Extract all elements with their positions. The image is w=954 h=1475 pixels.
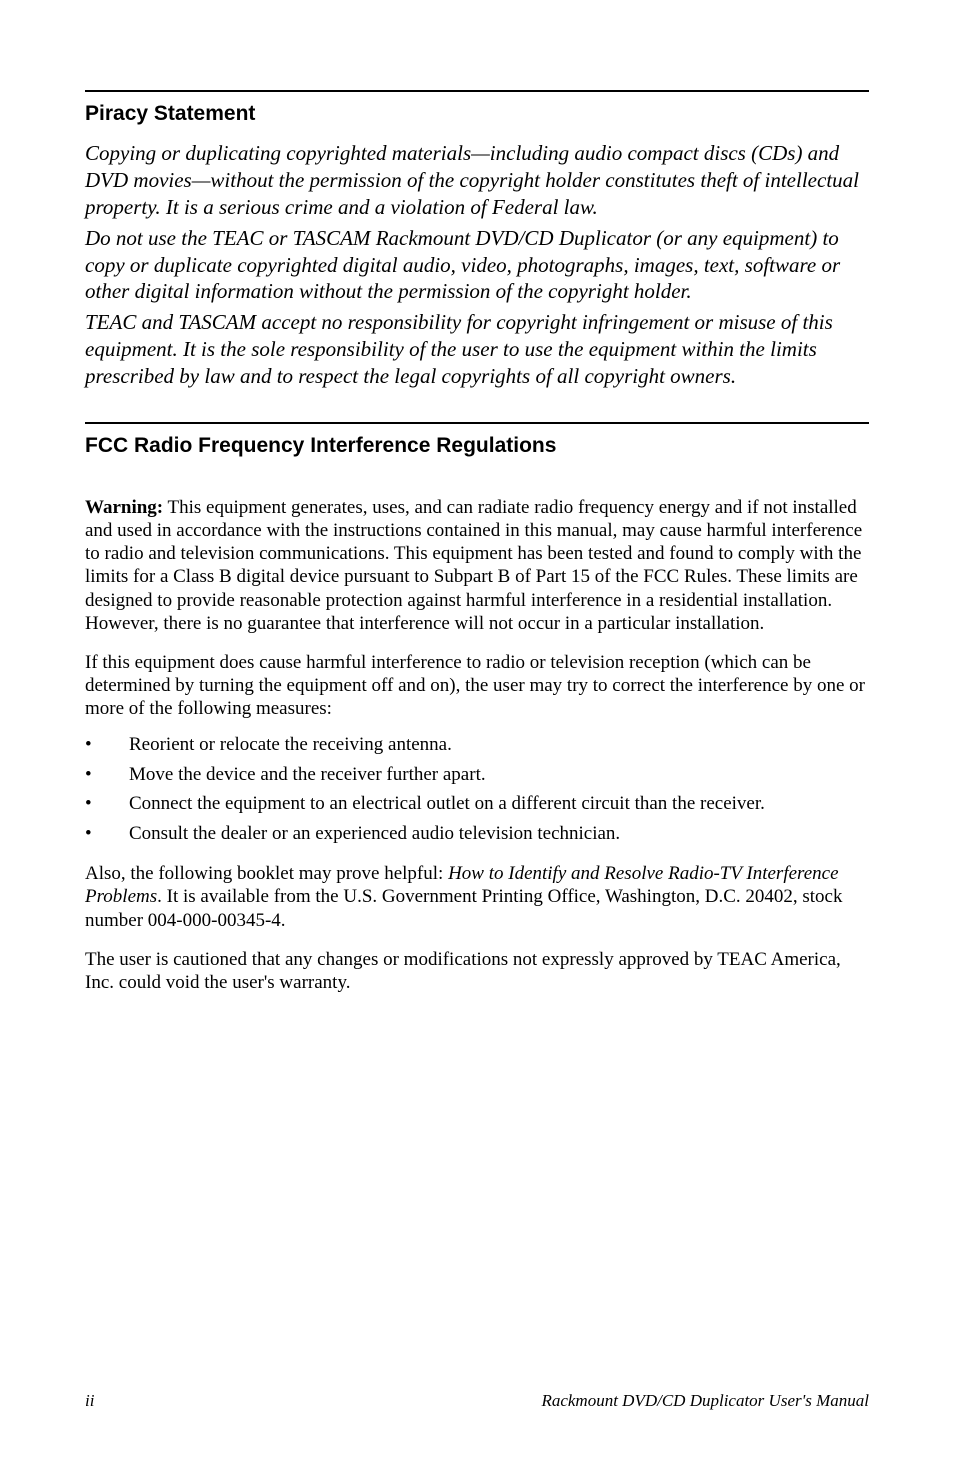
list-item: Consult the dealer or an experienced aud… [85, 819, 869, 848]
list-item: Move the device and the receiver further… [85, 760, 869, 789]
piracy-rule [85, 90, 869, 92]
fcc-gap-4 [85, 848, 869, 862]
fcc-gap-5 [85, 934, 869, 948]
fcc-bullet-list: Reorient or relocate the receiving anten… [85, 730, 869, 848]
fcc-gap-2 [85, 637, 869, 651]
fcc-p3-post: . It is available from the U.S. Governme… [85, 886, 843, 930]
warning-label: Warning: [85, 497, 163, 518]
piracy-heading: Piracy Statement [85, 102, 869, 126]
piracy-para-3: TEAC and TASCAM accept no responsibility… [85, 309, 869, 390]
list-item: Reorient or relocate the receiving anten… [85, 730, 869, 759]
fcc-heading: FCC Radio Frequency Interference Regulat… [85, 434, 869, 458]
fcc-rule [85, 422, 869, 424]
warning-text: This equipment generates, uses, and can … [85, 497, 862, 634]
fcc-p3-pre: Also, the following booklet may prove he… [85, 863, 448, 884]
list-item: Connect the equipment to an electrical o… [85, 789, 869, 818]
section-gap [85, 394, 869, 422]
fcc-para-4: The user is cautioned that any changes o… [85, 948, 869, 994]
fcc-gap-3 [85, 722, 869, 730]
page-footer: ii Rackmount DVD/CD Duplicator User's Ma… [85, 1391, 869, 1411]
fcc-gap-1 [85, 472, 869, 496]
piracy-para-2: Do not use the TEAC or TASCAM Rackmount … [85, 225, 869, 306]
fcc-para-2: If this equipment does cause harmful int… [85, 651, 869, 721]
fcc-para-3: Also, the following booklet may prove he… [85, 862, 869, 932]
piracy-para-1: Copying or duplicating copyrighted mater… [85, 140, 869, 221]
fcc-warning-para: Warning: This equipment generates, uses,… [85, 496, 869, 635]
footer-title: Rackmount DVD/CD Duplicator User's Manua… [541, 1391, 869, 1411]
page-number: ii [85, 1391, 94, 1411]
